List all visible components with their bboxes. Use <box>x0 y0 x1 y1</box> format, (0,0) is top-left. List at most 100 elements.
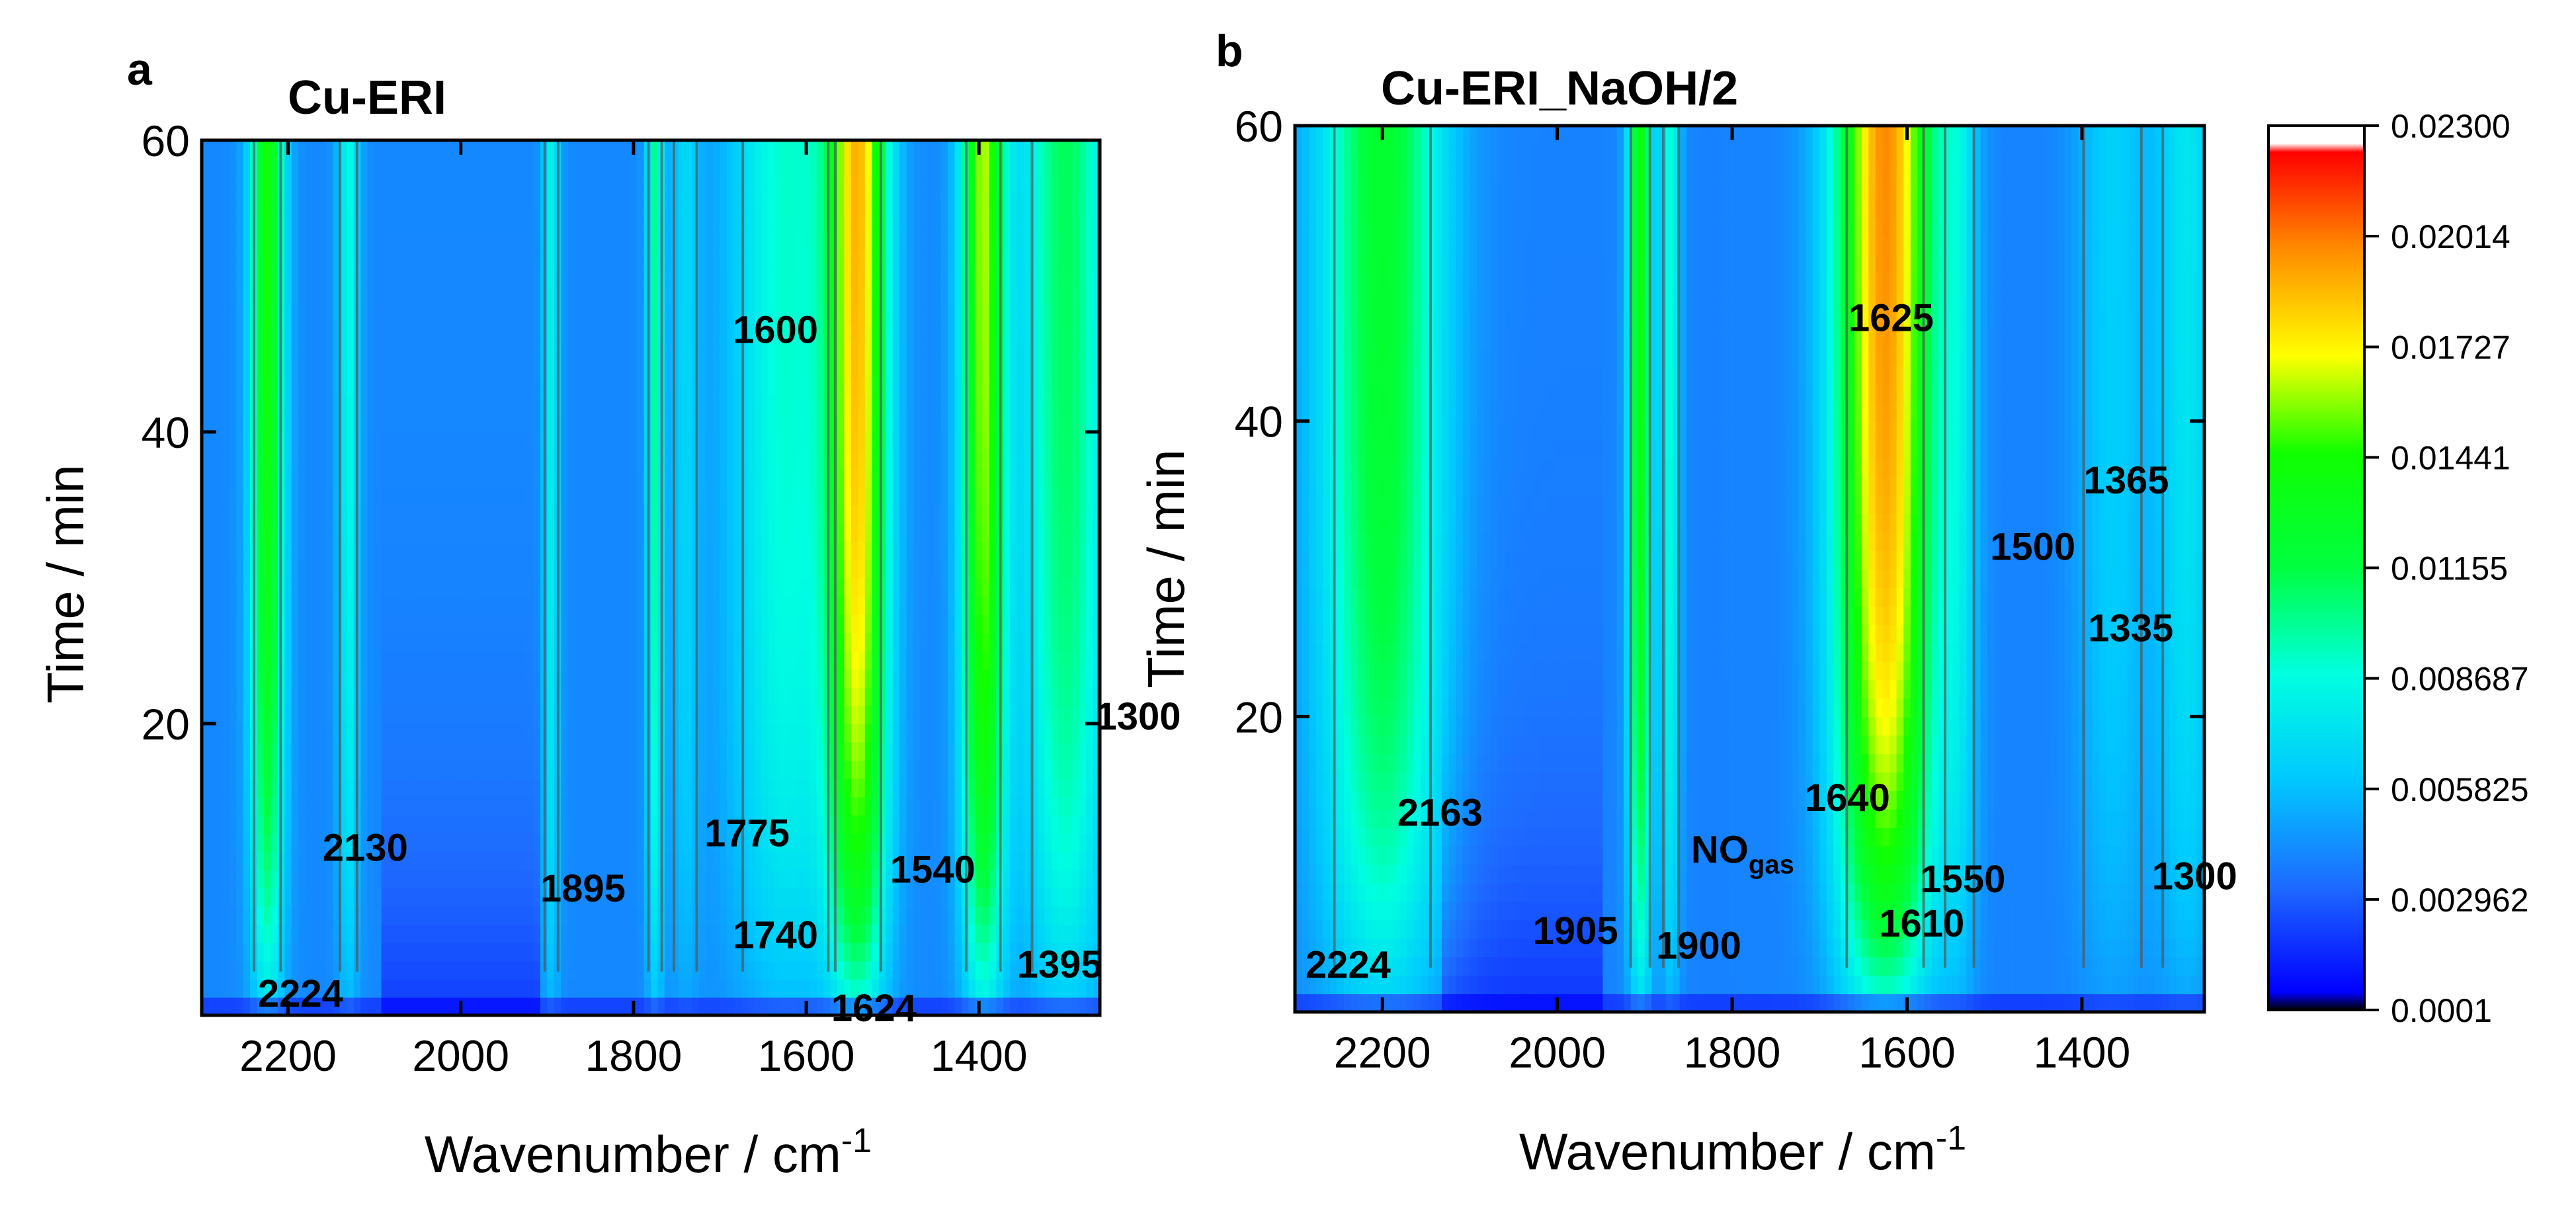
heatmap-cell <box>816 997 825 1016</box>
heatmap-cell <box>899 468 907 487</box>
heatmap-cell <box>229 760 237 779</box>
heatmap-cell <box>443 888 451 907</box>
heatmap-cell <box>630 413 638 433</box>
heatmap-cell <box>754 341 763 360</box>
heatmap-cell <box>464 614 472 634</box>
heatmap-cell <box>851 140 859 159</box>
heatmap-cell <box>457 851 465 870</box>
heatmap-cell <box>775 760 783 779</box>
heatmap-cell <box>401 888 410 907</box>
heatmap-cell <box>561 869 569 889</box>
heatmap-cell <box>906 267 914 287</box>
heatmap-cell <box>589 158 597 178</box>
heatmap-cell <box>747 942 755 962</box>
heatmap-cell <box>864 486 873 506</box>
heatmap-cell <box>782 888 790 907</box>
heatmap-cell <box>872 377 880 396</box>
heatmap-cell <box>602 942 610 962</box>
heatmap-cell <box>526 596 534 615</box>
heatmap-cell <box>519 213 527 232</box>
heatmap-cell <box>567 286 575 306</box>
heatmap-cell <box>450 778 458 798</box>
heatmap-cell <box>788 413 797 433</box>
heatmap-cell <box>464 960 472 980</box>
heatmap-cell <box>533 687 541 706</box>
heatmap-cell <box>215 687 224 706</box>
heatmap-cell <box>339 450 348 470</box>
heatmap-cell <box>561 997 569 1016</box>
heatmap-cell <box>478 577 486 597</box>
heatmap-cell <box>768 541 776 560</box>
heatmap-cell <box>360 450 368 470</box>
heatmap-cell <box>491 760 500 779</box>
heatmap-cell <box>872 231 880 251</box>
heatmap-cell <box>802 924 811 943</box>
heatmap-cell <box>685 905 693 925</box>
heatmap-cell <box>630 286 638 306</box>
heatmap-cell <box>810 796 817 816</box>
heatmap-cell <box>202 341 210 360</box>
heatmap-cell <box>360 194 368 214</box>
heatmap-cell <box>360 304 368 323</box>
heatmap-cell <box>567 687 575 706</box>
heatmap-cell <box>796 267 804 287</box>
heatmap-cell <box>713 614 721 634</box>
heatmap-cell <box>651 213 659 232</box>
heatmap-cell <box>401 614 410 634</box>
heatmap-cell <box>761 614 769 634</box>
heatmap-cell <box>878 213 887 232</box>
heatmap-cell <box>561 158 569 178</box>
heatmap-cell <box>443 450 451 470</box>
heatmap-cell <box>436 997 444 1016</box>
heatmap-cell <box>215 650 224 670</box>
heatmap-cell <box>892 505 900 524</box>
heatmap-cell <box>802 942 811 962</box>
heatmap-cell <box>401 559 410 579</box>
heatmap-cell <box>436 669 444 688</box>
heatmap-cell <box>581 669 589 688</box>
heatmap-cell <box>436 942 444 962</box>
heatmap-cell <box>810 632 817 651</box>
heatmap-cell <box>264 778 272 798</box>
heatmap-cell <box>222 341 230 360</box>
heatmap-cell <box>864 286 873 306</box>
heatmap-cell <box>236 158 244 178</box>
heatmap-cell <box>257 869 265 889</box>
heatmap-cell <box>339 505 348 524</box>
heatmap-cell <box>899 596 907 615</box>
heatmap-cell <box>872 450 880 470</box>
heatmap-cell <box>740 249 749 269</box>
heatmap-cell <box>768 760 776 779</box>
heatmap-cell <box>381 632 389 651</box>
heatmap-cell <box>222 267 230 287</box>
heatmap-cell <box>291 322 300 342</box>
heatmap-cell <box>609 304 617 323</box>
heatmap-cell <box>401 341 410 360</box>
heatmap-cell <box>360 140 368 159</box>
heatmap-cell <box>754 833 763 852</box>
heatmap-cell <box>575 632 583 651</box>
heatmap-cell <box>429 486 438 506</box>
heatmap-cell <box>810 213 817 232</box>
heatmap-cell <box>513 177 520 196</box>
heatmap-cell <box>782 505 790 524</box>
heatmap-cell <box>305 614 313 634</box>
heatmap-cell <box>360 267 368 287</box>
heatmap-cell <box>436 888 444 907</box>
heatmap-cell <box>754 486 763 506</box>
heatmap-cell <box>291 978 300 998</box>
heatmap-cell <box>575 687 583 706</box>
heatmap-cell <box>678 559 686 579</box>
heatmap-cell <box>699 888 707 907</box>
heatmap-cell <box>782 833 790 852</box>
heatmap-cell <box>547 559 555 579</box>
heatmap-cell <box>851 286 859 306</box>
heatmap-cell <box>339 194 348 214</box>
heatmap-cell <box>547 286 555 306</box>
heatmap-cell <box>298 231 306 251</box>
heatmap-cell <box>395 377 403 396</box>
heatmap-cell <box>513 960 520 980</box>
heatmap-cell <box>802 814 811 834</box>
heatmap-cell <box>284 814 292 834</box>
heatmap-cell <box>374 814 382 834</box>
